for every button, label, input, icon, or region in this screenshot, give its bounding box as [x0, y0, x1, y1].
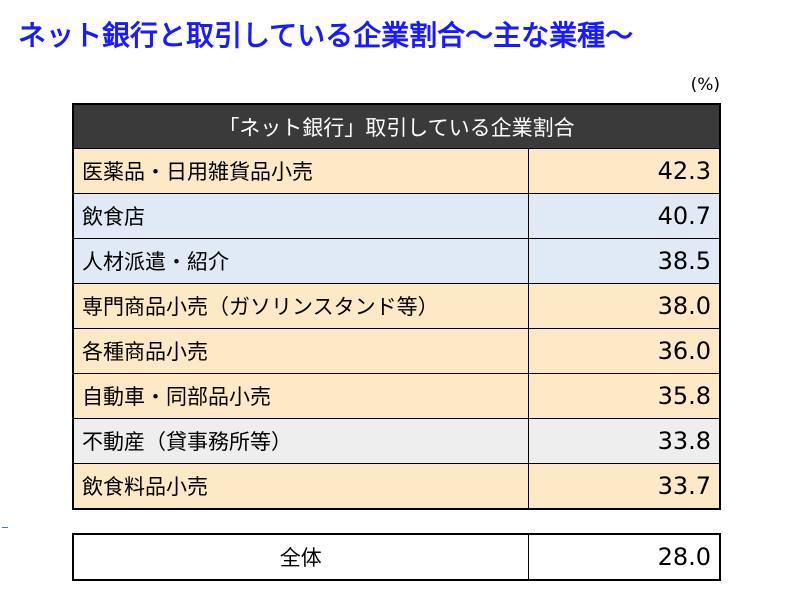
row-label: 各種商品小売 [72, 328, 529, 374]
table-row: 飲食料品小売 33.7 [72, 463, 721, 510]
page-title: ネット銀行と取引している企業割合～主な業種～ [18, 19, 634, 52]
row-label: 不動産（貸事務所等） [72, 418, 529, 464]
row-label: 専門商品小売（ガソリンスタンド等） [72, 283, 529, 329]
table-row: 医薬品・日用雑貨品小売 42.3 [72, 148, 721, 194]
table-row: 飲食店 40.7 [72, 193, 721, 239]
row-label: 医薬品・日用雑貨品小売 [72, 148, 529, 194]
total-label: 全体 [72, 533, 529, 581]
row-label: 飲食店 [72, 193, 529, 239]
row-value: 33.7 [527, 463, 721, 510]
table-body: 医薬品・日用雑貨品小売 42.3 飲食店 40.7 人材派遣・紹介 38.5 専門商品小売（… [72, 148, 721, 510]
total-table: 全体 28.0 [72, 533, 721, 581]
industry-table: 「ネット銀行」取引している企業割合 医薬品・日用雑貨品小売 42.3 飲食店 40.7… [72, 103, 721, 510]
row-value: 36.0 [527, 328, 721, 374]
total-row: 全体 28.0 [72, 533, 721, 581]
row-value: 33.8 [527, 418, 721, 464]
edge-mark [2, 527, 8, 528]
row-value: 40.7 [527, 193, 721, 239]
row-value: 38.0 [527, 283, 721, 329]
row-value: 42.3 [527, 148, 721, 194]
table-row: 人材派遣・紹介 38.5 [72, 238, 721, 284]
table-header-row: 「ネット銀行」取引している企業割合 [72, 103, 721, 149]
row-label: 飲食料品小売 [72, 463, 529, 510]
row-label: 自動車・同部品小売 [72, 373, 529, 419]
row-value: 38.5 [527, 238, 721, 284]
table-row: 各種商品小売 36.0 [72, 328, 721, 374]
row-label: 人材派遣・紹介 [72, 238, 529, 284]
total-value: 28.0 [527, 533, 721, 581]
table-row: 不動産（貸事務所等） 33.8 [72, 418, 721, 464]
table-header: 「ネット銀行」取引している企業割合 [72, 103, 721, 149]
table-row: 専門商品小売（ガソリンスタンド等） 38.0 [72, 283, 721, 329]
table-row: 自動車・同部品小売 35.8 [72, 373, 721, 419]
row-value: 35.8 [527, 373, 721, 419]
unit-label: (%) [690, 75, 720, 95]
